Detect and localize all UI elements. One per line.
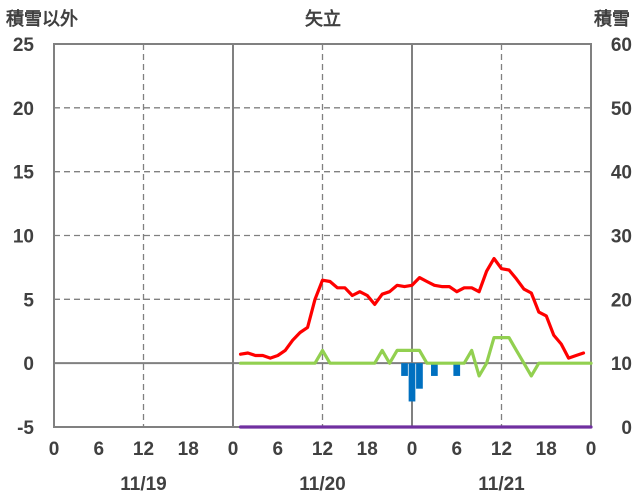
y-left-tick-label: 5 [23, 290, 34, 311]
y-right-tick-label: 30 [611, 227, 632, 248]
date-label: 11/20 [299, 474, 346, 495]
x-tick-label: 0 [49, 439, 60, 460]
y-right-tick-label: 10 [611, 354, 632, 375]
series-line [238, 336, 593, 378]
x-tick-label: 0 [228, 439, 239, 460]
y-left-tick-label: 20 [13, 99, 34, 120]
bar [416, 363, 423, 389]
y-right-tick-label: 60 [611, 35, 632, 56]
y-left-tick-label: 15 [13, 163, 35, 184]
y-right-axis-title: 積雪 [593, 8, 630, 30]
grid [54, 44, 591, 427]
y-right-tick-label: 40 [611, 163, 632, 184]
y-left-tick-label: -5 [17, 418, 34, 439]
y-left-tick-label: 0 [23, 354, 34, 375]
bar [401, 363, 408, 376]
x-tick-label: 6 [272, 439, 283, 460]
x-tick-label: 6 [451, 439, 462, 460]
y-left-axis-title: 積雪以外 [5, 8, 78, 30]
bar [453, 363, 461, 376]
series-line [238, 256, 586, 360]
chart-title: 矢立 [305, 8, 341, 30]
x-tick-label: 18 [178, 439, 199, 460]
x-tick-label: 6 [93, 439, 104, 460]
bar-series [401, 363, 461, 402]
line-series [238, 256, 593, 429]
bar [408, 363, 416, 402]
x-tick-label: 0 [586, 439, 597, 460]
date-label: 11/19 [120, 474, 167, 495]
x-tick-label: 12 [312, 439, 333, 460]
y-right-tick-label: 20 [611, 290, 632, 311]
date-label: 11/21 [478, 474, 525, 495]
y-left-tick-label: 25 [13, 35, 35, 56]
bar [431, 363, 438, 376]
y-right-tick-label: 0 [621, 418, 632, 439]
x-tick-label: 18 [357, 439, 378, 460]
x-tick-label: 18 [536, 439, 557, 460]
x-tick-label: 0 [407, 439, 418, 460]
x-tick-label: 12 [491, 439, 512, 460]
y-right-tick-label: 50 [611, 99, 632, 120]
y-left-tick-label: 10 [13, 227, 34, 248]
x-tick-label: 12 [133, 439, 154, 460]
